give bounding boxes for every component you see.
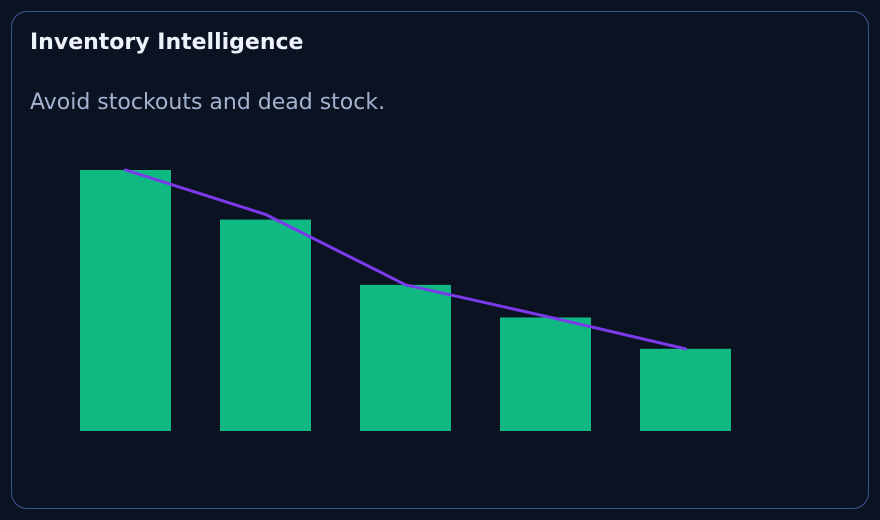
bar-5	[640, 348, 731, 431]
trend-line-group	[124, 168, 687, 351]
bar-1	[80, 170, 171, 431]
bar-3	[360, 284, 451, 431]
bar-4	[500, 317, 591, 431]
trend-line	[124, 168, 687, 351]
card-subtitle: Avoid stockouts and dead stock.	[30, 90, 386, 115]
bars-group	[80, 170, 731, 431]
card-title: Inventory Intelligence	[30, 30, 304, 55]
bar-2	[220, 219, 311, 431]
